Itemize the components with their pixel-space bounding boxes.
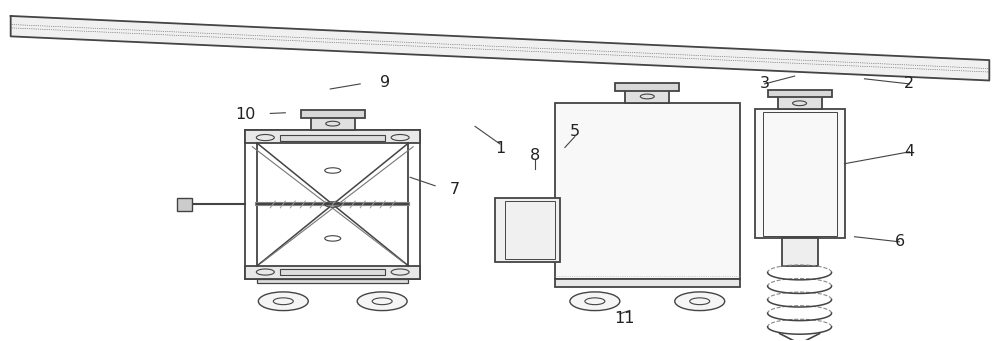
Bar (778, 92, 822, 109)
Bar (555, 279, 740, 287)
Bar (763, 112, 837, 236)
Text: 5: 5 (570, 124, 580, 139)
Ellipse shape (570, 292, 620, 311)
Bar (311, 113, 355, 130)
Bar (768, 90, 832, 98)
Ellipse shape (258, 292, 308, 311)
Bar (301, 110, 365, 118)
Bar (245, 266, 420, 279)
Bar (505, 201, 555, 259)
Bar (245, 130, 420, 279)
Bar (625, 86, 669, 103)
Text: 1: 1 (495, 141, 505, 156)
Ellipse shape (675, 292, 725, 311)
Text: 7: 7 (450, 182, 460, 197)
Bar (280, 134, 385, 140)
Text: 2: 2 (904, 76, 914, 91)
Text: 8: 8 (530, 148, 540, 163)
Ellipse shape (357, 292, 407, 311)
Polygon shape (11, 16, 989, 80)
Bar (782, 238, 818, 266)
Bar (177, 198, 192, 211)
Text: 3: 3 (760, 76, 770, 91)
Bar (245, 130, 420, 143)
Bar (755, 109, 845, 238)
Text: 4: 4 (904, 144, 914, 159)
Text: 10: 10 (235, 107, 256, 122)
Text: 9: 9 (380, 75, 390, 90)
Bar (257, 279, 408, 283)
Bar (495, 198, 560, 262)
Bar (555, 103, 740, 279)
Bar (615, 83, 679, 91)
Text: 11: 11 (615, 311, 635, 326)
Bar (280, 269, 385, 275)
Text: 6: 6 (894, 234, 905, 249)
